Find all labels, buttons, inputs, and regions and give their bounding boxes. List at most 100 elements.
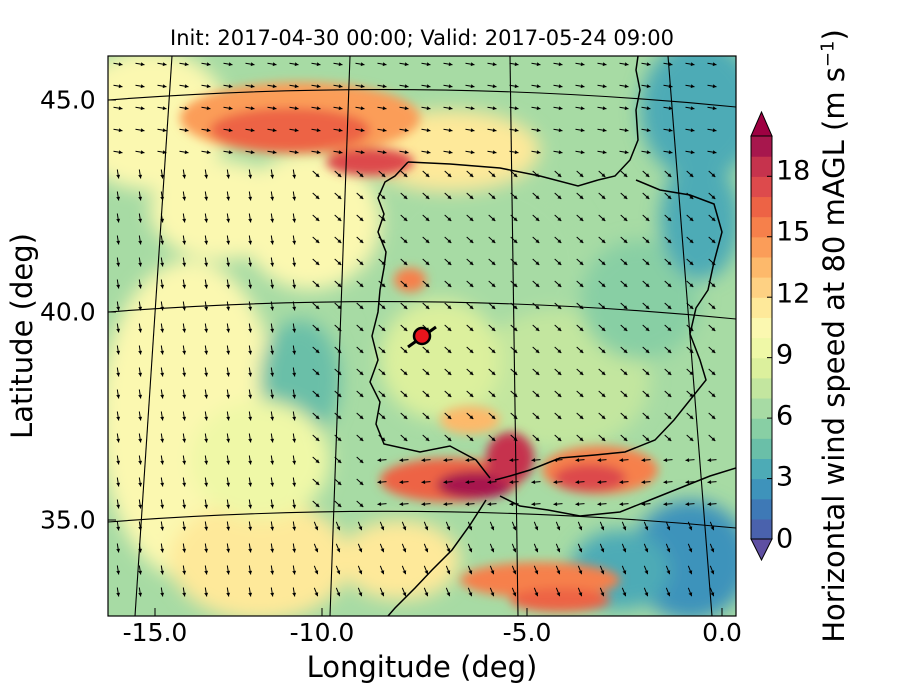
wind-vector: [597, 62, 607, 67]
wind-vector: [553, 150, 563, 155]
wind-vector: [379, 543, 385, 553]
wind-vector: [248, 587, 253, 597]
wind-vector: [466, 368, 474, 376]
wind-speed-maximum: [510, 588, 610, 612]
y-axis-ticks: [108, 99, 116, 521]
wind-vector: [179, 150, 189, 155]
wind-vector: [620, 324, 628, 332]
wind-vector: [642, 324, 650, 332]
wind-vector: [248, 455, 253, 465]
wind-vector: [182, 235, 187, 245]
colorbar-segment: [751, 498, 772, 520]
wind-vector: [620, 368, 628, 376]
wind-vector: [204, 587, 209, 597]
colorbar-extend-min: [750, 538, 773, 562]
wind-vector: [421, 480, 431, 485]
wind-vector: [204, 477, 209, 487]
wind-vector: [400, 434, 408, 442]
colorbar-segment: [751, 458, 772, 480]
wind-vector: [223, 106, 233, 111]
wind-vector: [333, 150, 343, 155]
wind-vector: [488, 346, 496, 354]
wind-vector: [116, 455, 121, 465]
wind-vector: [160, 257, 165, 267]
wind-vector: [489, 565, 495, 575]
wind-vector: [531, 84, 541, 89]
wind-vector: [312, 346, 320, 354]
wind-vector: [248, 257, 253, 267]
wind-vector: [248, 543, 253, 553]
wind-vector: [248, 433, 253, 443]
wind-vector: [270, 587, 275, 597]
wind-vector: [356, 236, 364, 244]
x-axis-label: Longitude (deg): [306, 650, 538, 684]
wind-vector: [356, 192, 364, 200]
wind-vector: [533, 565, 539, 575]
wind-vector: [138, 587, 143, 597]
wind-vector: [575, 128, 585, 133]
wind-vector: [620, 170, 628, 178]
wind-vector: [466, 192, 474, 200]
wind-vector: [292, 169, 297, 179]
wind-vector: [487, 128, 497, 133]
wind-vector: [488, 412, 496, 420]
wind-vector: [182, 587, 187, 597]
wind-vector: [687, 543, 693, 553]
wind-vector: [377, 62, 387, 67]
wind-vector: [204, 169, 209, 179]
wind-vector: [245, 128, 255, 133]
wind-vector: [399, 106, 409, 111]
wind-vector: [708, 368, 716, 376]
wind-vector: [157, 150, 167, 155]
wind-vector: [465, 502, 475, 507]
wind-vector: [575, 502, 585, 507]
wind-vector: [182, 477, 187, 487]
colorbar-segment: [751, 216, 772, 238]
wind-vector: [378, 324, 386, 332]
wind-vector: [553, 84, 563, 89]
wind-vector: [116, 169, 121, 179]
wind-vector: [179, 84, 189, 89]
wind-vector: [334, 192, 342, 200]
wind-vector: [311, 150, 321, 155]
wind-vector: [204, 389, 209, 399]
wind-vector: [270, 565, 275, 575]
wind-vector: [576, 346, 584, 354]
wind-vector: [642, 390, 650, 398]
wind-vector: [116, 521, 121, 531]
wind-vector: [204, 499, 209, 509]
wind-vector: [312, 324, 320, 332]
wind-vector: [599, 565, 605, 575]
wind-vector: [687, 521, 693, 531]
wind-vector: [113, 106, 123, 111]
wind-vector: [116, 235, 121, 245]
wind-vector: [357, 543, 363, 553]
wind-vector: [577, 565, 583, 575]
wind-vector: [116, 389, 121, 399]
wind-vector: [248, 235, 253, 245]
wind-vector: [685, 62, 695, 67]
wind-vector: [289, 128, 299, 133]
wind-vector: [182, 499, 187, 509]
wind-vector: [467, 543, 473, 553]
wind-vector: [270, 191, 275, 201]
wind-vector: [687, 587, 693, 597]
wind-vector: [664, 346, 672, 354]
wind-vector: [160, 521, 165, 531]
wind-vector: [665, 565, 671, 575]
wind-vector: [576, 192, 584, 200]
y-tick-label: 40.0: [40, 297, 96, 327]
wind-vector: [444, 192, 452, 200]
wind-vector: [598, 280, 606, 288]
wind-vector: [223, 128, 233, 133]
wind-vector: [312, 214, 320, 222]
wind-vector: [663, 458, 673, 463]
wind-vector: [399, 480, 409, 485]
wind-vector: [707, 84, 717, 89]
wind-vector: [311, 128, 321, 133]
wind-vector: [575, 106, 585, 111]
wind-vector: [532, 434, 540, 442]
wind-vector: [226, 411, 231, 421]
wind-vector: [138, 433, 143, 443]
wind-vector: [488, 324, 496, 332]
